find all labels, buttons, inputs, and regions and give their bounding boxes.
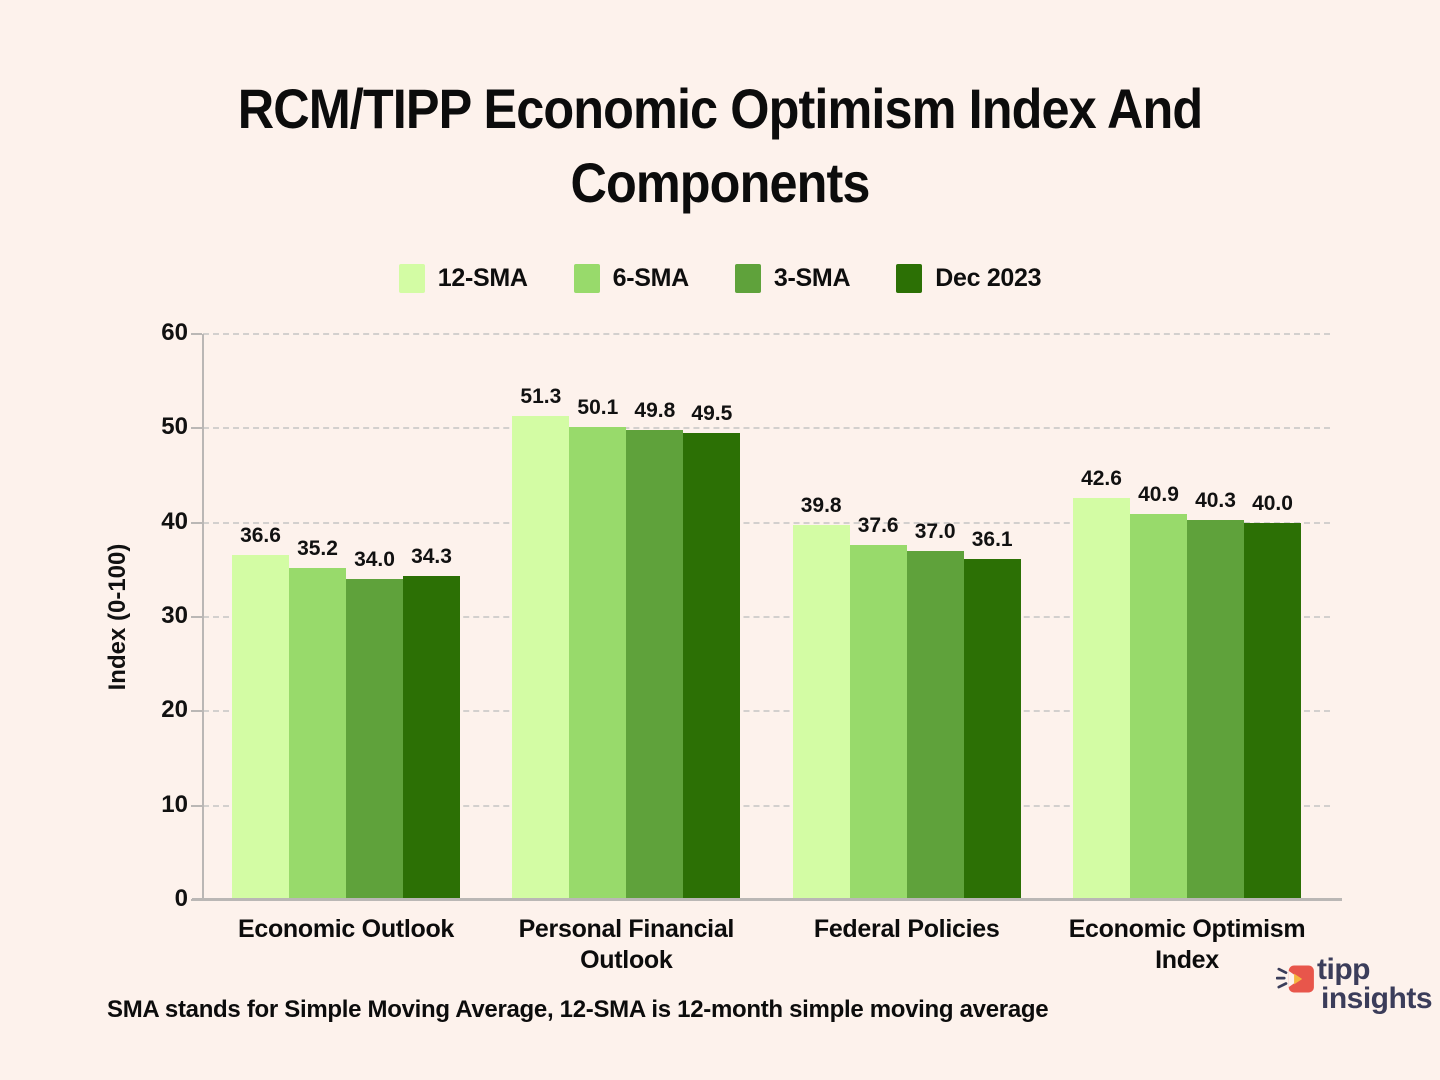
legend-item-6-sma: 6-SMA [573,264,690,293]
y-tick-mark-20 [191,710,202,713]
y-tick-label-40: 40 [161,507,188,535]
bar-value-label: 36.1 [971,528,1013,552]
chart-title-line2: Components [570,150,871,214]
gridline-y-10 [203,804,1330,807]
bar-group-personal-financial-outlook: 51.3 50.1 49.8 49.5 [512,334,741,900]
bar-12-sma-economic-optimism-index [1073,498,1130,900]
bar-value-label: 34.0 [354,548,395,572]
gridline-y-30 [203,616,1330,618]
plot-area: 36.6 35.2 34.0 34.3 51.3 50.1 49.8 49.5 39.8 37.6… [191,333,1330,901]
y-tick-mark-40 [191,521,202,524]
legend-label: 6-SMA [612,264,690,292]
legend-label: 3-SMA [773,264,851,292]
category-label-federal-policies: Federal Policies [813,915,1000,943]
legend-label: 12-SMA [437,264,528,292]
bar-value-label: 36.6 [240,523,281,547]
bar-12-sma-federal-policies [792,524,850,900]
tipp-insights-logo: tipp insights [1276,953,1433,1015]
legend-swatch-6-sma [573,264,600,293]
bar-value-label: 35.2 [297,536,338,560]
gridline-y-40 [203,521,1330,524]
chart-title: RCM/TIPP Economic Optimism Index And Com… [72,72,1368,220]
legend-label: Dec 2023 [935,264,1042,292]
bar-group-federal-policies: 39.8 37.6 37.0 36.1 [792,334,1021,900]
bar-6-sma-federal-policies [849,545,907,900]
y-tick-mark-60 [191,333,202,335]
bar-dec-2023-federal-policies [963,559,1021,900]
legend-swatch-12-sma [398,264,425,293]
y-tick-label-30: 30 [161,602,188,629]
y-tick-label-20: 20 [161,696,188,724]
logo-word-insights: insights [1321,981,1433,1015]
bar-value-label: 39.8 [800,493,842,517]
bar-12-sma-personal-financial-outlook [512,416,570,900]
bar-value-label: 40.0 [1252,491,1293,515]
bar-value-label: 42.6 [1081,467,1122,491]
footnote: SMA stands for Simple Moving Average, 12… [107,996,1049,1023]
bar-value-label: 51.3 [520,385,562,409]
y-tick-label-0: 0 [174,885,188,912]
y-tick-mark-10 [191,804,202,807]
bar-value-label: 49.5 [691,402,733,426]
bar-value-label: 37.6 [857,514,899,538]
y-axis-line [202,334,204,900]
bar-dec-2023-economic-outlook [403,576,460,900]
y-tick-label-10: 10 [161,790,188,818]
legend-swatch-dec-2023 [896,264,923,293]
y-tick-mark-30 [191,616,202,618]
bar-value-label: 49.8 [634,399,676,423]
bar-value-label: 40.9 [1138,483,1179,507]
category-label-economic-outlook: Economic Outlook [237,915,455,943]
gridline-y-20 [203,710,1330,713]
bar-3-sma-federal-policies [906,550,964,900]
y-tick-label-60: 60 [161,319,188,346]
y-tick-label-50: 50 [161,413,188,441]
logo-text: tipp insights [1317,953,1433,1015]
bar-3-sma-personal-financial-outlook [626,430,684,900]
legend-swatch-3-sma [734,264,761,293]
bar-12-sma-economic-outlook [232,554,289,900]
gridline-y-50 [203,427,1330,430]
bar-group-economic-outlook: 36.6 35.2 34.0 34.3 [232,334,460,900]
bar-value-label: 40.3 [1195,488,1236,512]
bar-6-sma-economic-optimism-index [1130,514,1187,900]
category-label-personal-financial-outlook: Personal Financial Outlook [518,915,735,975]
bar-dec-2023-personal-financial-outlook [683,433,741,900]
bar-dec-2023-economic-optimism-index [1244,522,1301,900]
logo-word-tipp: tipp [1317,953,1370,986]
bar-6-sma-economic-outlook [289,567,346,900]
x-axis-line [192,898,1342,901]
tipp-insights-arrow-icon [1276,965,1314,993]
category-label-economic-optimism-index: Economic Optimism Index [1068,915,1306,975]
bar-6-sma-personal-financial-outlook [569,427,627,900]
y-tick-mark-50 [191,427,202,430]
gridline-y-60 [203,333,1330,335]
bar-value-label: 34.3 [411,545,452,569]
legend-item-12-sma: 12-SMA [398,264,528,293]
chart-title-line1: RCM/TIPP Economic Optimism Index And [237,77,1203,140]
legend-item-3-sma: 3-SMA [734,264,851,293]
bar-value-label: 50.1 [577,396,619,420]
bar-group-economic-optimism-index: 42.6 40.9 40.3 40.0 [1073,334,1301,900]
bar-3-sma-economic-outlook [346,579,403,900]
bar-value-label: 37.0 [914,519,956,543]
legend: 12-SMA 6-SMA 3-SMA Dec 2023 [0,264,1440,293]
bar-3-sma-economic-optimism-index [1187,519,1244,900]
legend-item-dec-2023: Dec 2023 [896,264,1042,293]
